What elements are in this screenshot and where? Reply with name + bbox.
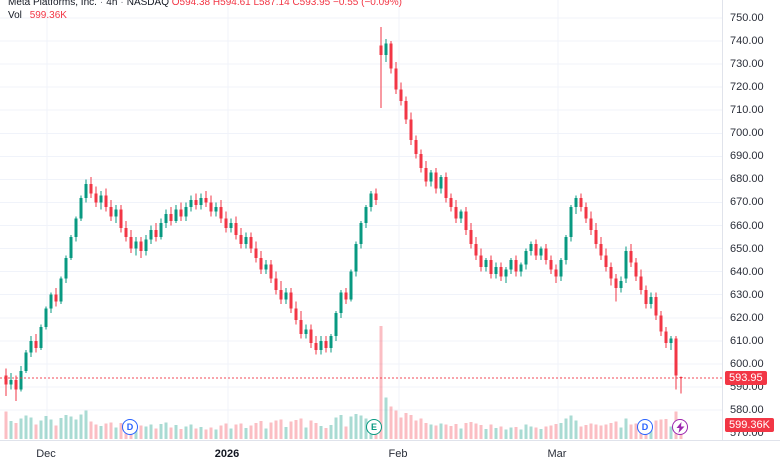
price-tick-label: 730.00 xyxy=(730,58,764,71)
price-tick-label: 690.00 xyxy=(730,150,764,163)
dividend-marker[interactable]: D xyxy=(637,419,653,435)
chart-pane[interactable]: Meta Platforms, Inc. · 4h · NASDAQ O594.38 H… xyxy=(0,0,722,440)
time-axis[interactable]: Dec 2026 Feb Mar xyxy=(0,440,780,470)
exchange-value: NASDAQ xyxy=(126,0,169,8)
lightning-bolt-icon xyxy=(676,421,684,433)
price-tick-label: 740.00 xyxy=(730,35,764,48)
current-price-badge: 593.95 xyxy=(725,370,767,385)
lightning-marker[interactable] xyxy=(672,419,688,435)
ohlc-high: H594.61 xyxy=(212,0,251,8)
separator-dot: · xyxy=(120,0,124,8)
ohlc-change: −0.55 (−0.09%) xyxy=(333,0,402,8)
volume-value: 599.36K xyxy=(29,10,67,21)
symbol-header: Meta Platforms, Inc. · 4h · NASDAQ O594.38 H… xyxy=(8,0,402,9)
time-tick-month: Dec xyxy=(36,448,56,460)
time-tick-year: 2026 xyxy=(214,448,240,460)
price-tick-label: 680.00 xyxy=(730,173,764,186)
separator-dot: · xyxy=(99,0,104,8)
price-tick-label: 750.00 xyxy=(730,12,764,24)
price-tick-label: 720.00 xyxy=(730,81,764,94)
ohlc-open: O594.38 xyxy=(171,0,211,8)
time-tick-month: Mar xyxy=(547,448,567,460)
time-tick-month: Feb xyxy=(388,448,408,460)
price-tick-label: 650.00 xyxy=(730,242,764,255)
price-tick-label: 610.00 xyxy=(730,334,764,347)
volume-label[interactable]: Vol xyxy=(8,10,22,21)
price-axis[interactable]: 593.95 599.36K 750.00 740.00 730.00 720.00 7… xyxy=(722,0,780,440)
ohlc-close: C593.95 xyxy=(292,0,331,8)
price-tick-label: 580.00 xyxy=(730,404,764,417)
price-tick-label: 600.00 xyxy=(730,357,764,370)
volume-indicator-row: Vol 599.36K xyxy=(8,9,67,22)
symbol-title[interactable]: Meta Platforms, Inc. xyxy=(8,0,97,8)
price-tick-label: 630.00 xyxy=(730,288,764,301)
ohlc-low: L587.14 xyxy=(253,0,290,8)
price-tick-label: 620.00 xyxy=(730,311,764,324)
price-tick-label: 640.00 xyxy=(730,265,764,278)
dividend-marker[interactable]: D xyxy=(122,419,138,435)
price-tick-label: 700.00 xyxy=(730,127,764,140)
current-volume-badge: 599.36K xyxy=(725,418,774,432)
candlestick-chart[interactable] xyxy=(0,0,722,440)
interval-value[interactable]: 4h xyxy=(106,0,118,8)
earnings-marker[interactable]: E xyxy=(366,419,382,435)
price-tick-label: 710.00 xyxy=(730,104,764,117)
price-tick-label: 660.00 xyxy=(730,219,764,232)
price-tick-label: 670.00 xyxy=(730,196,764,209)
